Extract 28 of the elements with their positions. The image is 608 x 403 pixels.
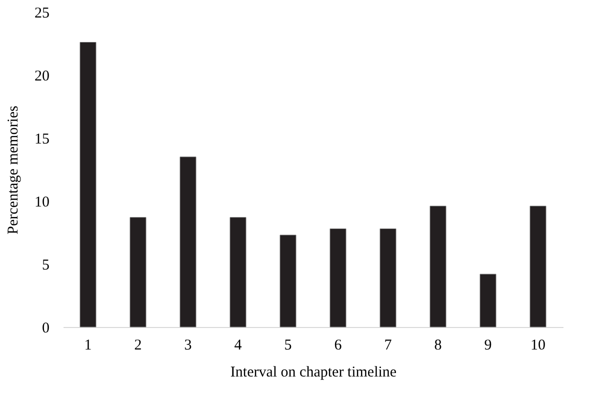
y-tick-label: 0 xyxy=(42,320,50,336)
bar xyxy=(280,234,296,328)
y-tick-label: 10 xyxy=(34,194,50,210)
x-tick-label: 9 xyxy=(484,338,492,354)
x-axis-title: Interval on chapter timeline xyxy=(230,364,397,380)
bar xyxy=(230,217,246,328)
bar xyxy=(430,206,446,328)
y-tick-label: 25 xyxy=(34,6,50,22)
bar xyxy=(480,274,496,328)
y-tick-label: 20 xyxy=(34,68,50,84)
x-tick-label: 10 xyxy=(530,338,546,354)
bar xyxy=(180,156,196,328)
y-tick-label: 5 xyxy=(42,258,50,274)
x-tick-label: 6 xyxy=(334,338,342,354)
x-tick-label: 4 xyxy=(234,338,242,354)
x-tick-label: 2 xyxy=(134,338,142,354)
x-tick-label: 3 xyxy=(184,338,192,354)
x-tick-label: 1 xyxy=(84,338,92,354)
bar xyxy=(380,228,396,328)
x-tick-label: 7 xyxy=(384,338,392,354)
y-axis-title: Percentage memories xyxy=(6,105,22,234)
bar xyxy=(330,228,346,328)
x-tick-label: 8 xyxy=(434,338,442,354)
y-tick-label: 15 xyxy=(34,132,50,148)
bar xyxy=(80,42,96,328)
bar xyxy=(530,206,546,328)
x-tick-label: 5 xyxy=(284,338,292,354)
bar xyxy=(130,217,146,328)
